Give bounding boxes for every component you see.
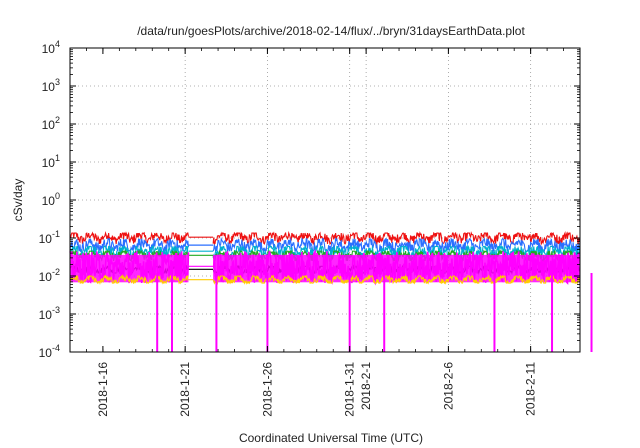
series-line xyxy=(212,230,581,247)
x-tick-label: 2018-1-26 xyxy=(260,362,274,417)
series-line xyxy=(212,236,581,254)
x-axis-label: Coordinated Universal Time (UTC) xyxy=(239,431,423,445)
y-tick-label: 10-2 xyxy=(39,267,60,284)
series xyxy=(69,236,581,254)
y-tick-label: 10-3 xyxy=(39,305,60,322)
series-line xyxy=(69,230,189,246)
chart-title: /data/run/goesPlots/archive/2018-02-14/f… xyxy=(137,24,525,38)
ticks xyxy=(69,47,581,353)
series xyxy=(69,230,581,247)
y-tick-labels: 10-4 10-3 10-2 10-1 100 101 102 103 104 xyxy=(39,39,60,360)
y-tick-label: 100 xyxy=(42,191,60,208)
y-axis-label: cSv/day xyxy=(11,179,25,222)
y-tick-label: 103 xyxy=(42,77,60,94)
x-tick-label: 2018-2-1 xyxy=(359,362,373,410)
x-tick-label: 2018-2-6 xyxy=(441,362,455,410)
y-tick-label: 10-1 xyxy=(39,229,60,246)
x-tick-label: 2018-1-21 xyxy=(178,362,192,417)
x-tick-label: 2018-2-11 xyxy=(524,362,538,416)
x-tick-label: 2018-1-16 xyxy=(96,362,110,417)
x-tick-labels: 2018-1-16 2018-1-21 2018-1-26 2018-1-31 2018… xyxy=(96,362,538,417)
series-band xyxy=(70,254,189,283)
series-line xyxy=(69,273,189,286)
dropouts xyxy=(156,272,593,352)
series xyxy=(69,273,581,286)
y-tick-label: 104 xyxy=(42,39,60,56)
x-tick-label: 2018-1-31 xyxy=(343,362,357,417)
y-tick-label: 10-4 xyxy=(39,343,60,360)
series-layer xyxy=(69,230,593,352)
series-line xyxy=(212,273,581,285)
y-tick-label: 102 xyxy=(42,115,60,132)
y-tick-label: 101 xyxy=(42,153,60,170)
series-line xyxy=(69,237,189,254)
